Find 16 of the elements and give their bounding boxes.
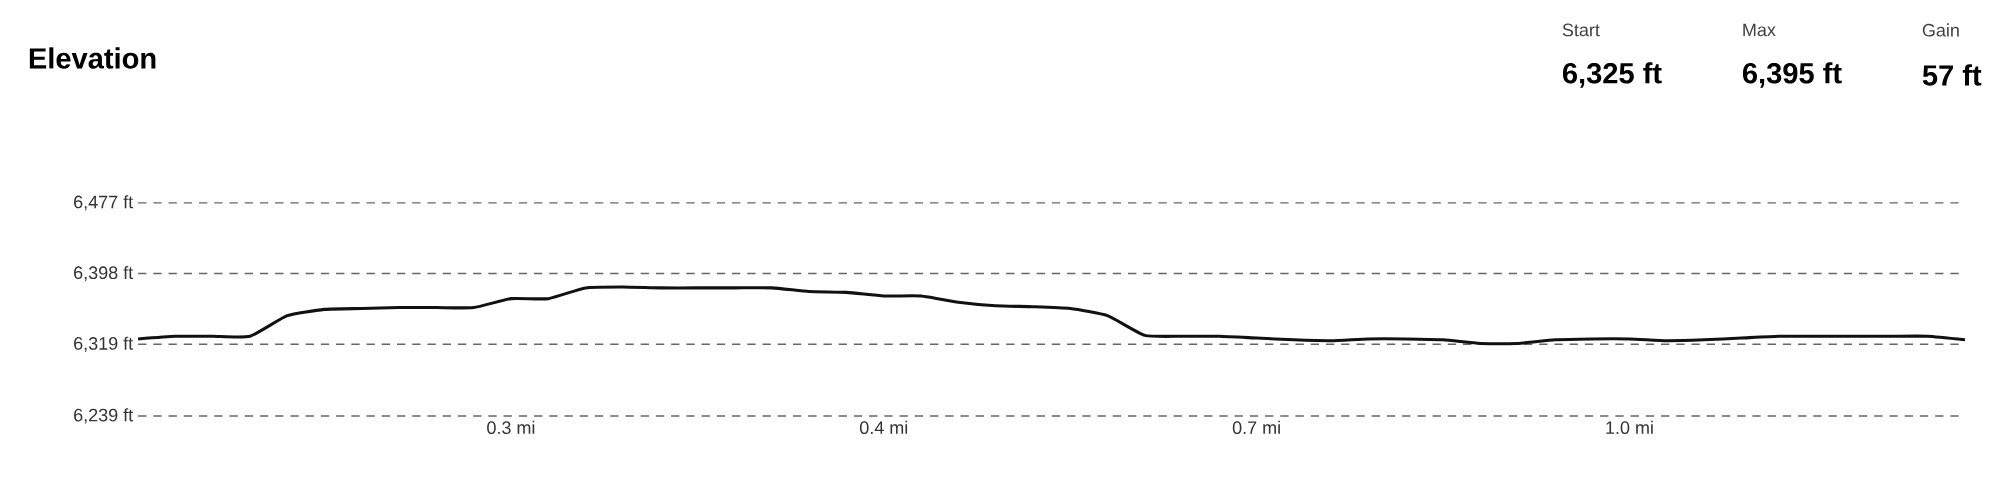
y-tick-label: 6,239 ft [74, 408, 134, 424]
text: Gain [1922, 23, 1959, 37]
x-tick-label: 0.7 mi [1232, 420, 1280, 435]
y-tick-label: 6,477 ft [74, 195, 134, 211]
text: Start [1562, 23, 1600, 37]
y-tick-label: 6,319 ft [74, 336, 134, 352]
y-tick-label: 6,398 ft [74, 265, 134, 282]
text: 57 ft [1922, 64, 1982, 86]
chart-title: Elevation [29, 47, 156, 69]
x-tick-label: 0.4 mi [859, 420, 908, 435]
x-tick-label: 0.3 mi [487, 420, 535, 435]
x-tick-label: 1.0 mi [1606, 420, 1653, 435]
line-series [136, 285, 1967, 346]
text: Max [1743, 23, 1776, 37]
text: 6,395 ft [1742, 62, 1842, 88]
text: 6,325 ft [1562, 62, 1662, 88]
